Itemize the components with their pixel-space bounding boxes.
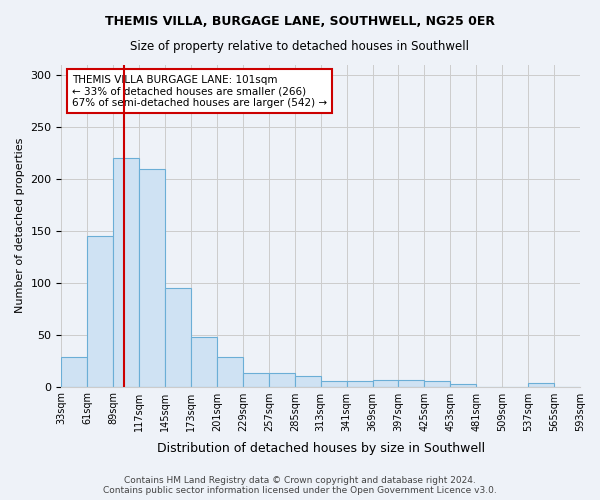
Y-axis label: Number of detached properties: Number of detached properties bbox=[15, 138, 25, 314]
Bar bbox=[217, 358, 243, 386]
Bar bbox=[113, 158, 139, 386]
Bar bbox=[347, 382, 373, 386]
Text: THEMIS VILLA BURGAGE LANE: 101sqm
← 33% of detached houses are smaller (266)
67%: THEMIS VILLA BURGAGE LANE: 101sqm ← 33% … bbox=[72, 74, 327, 108]
Bar bbox=[528, 384, 554, 386]
Bar bbox=[424, 382, 451, 386]
X-axis label: Distribution of detached houses by size in Southwell: Distribution of detached houses by size … bbox=[157, 442, 485, 455]
Bar bbox=[165, 288, 191, 386]
Bar bbox=[269, 373, 295, 386]
Bar bbox=[61, 358, 88, 386]
Bar bbox=[191, 336, 217, 386]
Bar bbox=[243, 373, 269, 386]
Bar bbox=[451, 384, 476, 386]
Bar bbox=[295, 376, 321, 386]
Bar bbox=[398, 380, 424, 386]
Bar bbox=[88, 236, 113, 386]
Text: Contains HM Land Registry data © Crown copyright and database right 2024.
Contai: Contains HM Land Registry data © Crown c… bbox=[103, 476, 497, 495]
Text: THEMIS VILLA, BURGAGE LANE, SOUTHWELL, NG25 0ER: THEMIS VILLA, BURGAGE LANE, SOUTHWELL, N… bbox=[105, 15, 495, 28]
Bar bbox=[139, 168, 165, 386]
Text: Size of property relative to detached houses in Southwell: Size of property relative to detached ho… bbox=[131, 40, 470, 53]
Bar bbox=[373, 380, 398, 386]
Bar bbox=[321, 382, 347, 386]
